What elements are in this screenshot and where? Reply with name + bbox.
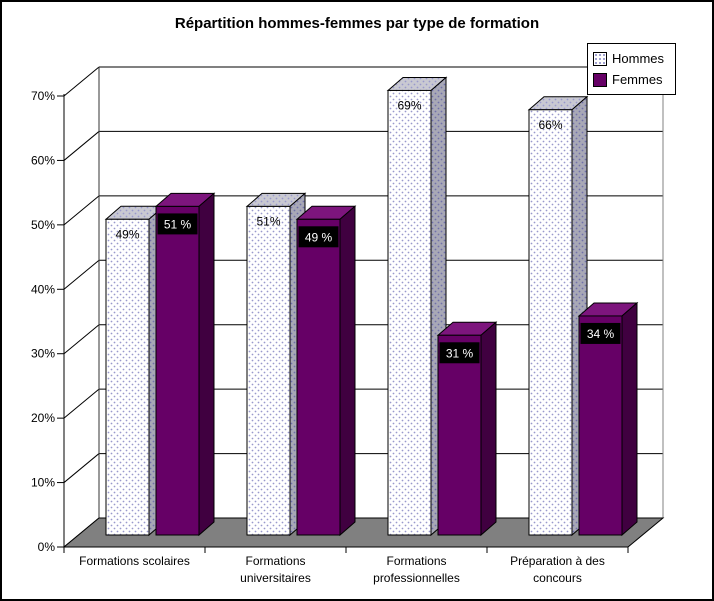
bar-femmes-0-side xyxy=(198,192,215,537)
data-label-box-femmes-1 xyxy=(298,226,339,248)
data-label-hommes-3: 66% xyxy=(538,118,562,132)
bar-femmes-3-side xyxy=(621,301,638,537)
gridline-connector xyxy=(63,66,100,97)
category-label-1: Formations universitaires xyxy=(240,554,311,585)
y-axis-label: 40% xyxy=(31,282,55,296)
legend: Hommes Femmes xyxy=(587,43,676,95)
y-axis-label: 50% xyxy=(31,218,55,232)
data-label-box-femmes-3 xyxy=(580,322,621,344)
data-label-femmes-0: 51 % xyxy=(164,217,192,231)
bar-hommes-0-front xyxy=(105,218,150,536)
bar-femmes-2-side xyxy=(480,321,497,537)
gridline-connector xyxy=(63,324,100,355)
y-axis-label: 30% xyxy=(31,347,55,361)
data-label-hommes-1: 51% xyxy=(256,214,280,228)
data-label-hommes-2: 69% xyxy=(397,98,421,112)
category-label-3: Préparation à des concours xyxy=(510,554,605,585)
bar-femmes-2-front xyxy=(437,334,482,536)
category-label-0: Formations scolaires xyxy=(79,554,190,568)
data-label-femmes-3: 34 % xyxy=(587,327,615,341)
legend-swatch-hommes-icon xyxy=(593,51,607,66)
y-axis-label: 70% xyxy=(31,89,55,103)
bar-femmes-3-front xyxy=(578,315,623,536)
gridline-connector xyxy=(63,259,100,290)
legend-label-hommes: Hommes xyxy=(612,50,665,66)
legend-swatch-femmes-icon xyxy=(593,72,607,87)
bar-femmes-1-side xyxy=(339,205,356,537)
legend-item-hommes: Hommes xyxy=(593,50,670,66)
bar-femmes-0-front xyxy=(155,205,200,536)
data-label-femmes-2: 31 % xyxy=(446,346,474,360)
gridline-connector xyxy=(63,453,100,483)
legend-label-femmes: Femmes xyxy=(612,71,663,87)
chart-title: Répartition hommes-femmes par type de fo… xyxy=(174,15,540,32)
data-label-femmes-1: 49 % xyxy=(305,230,333,244)
legend-item-femmes: Femmes xyxy=(593,71,670,87)
gridline-connector xyxy=(63,195,100,226)
y-axis-label: 60% xyxy=(31,153,55,167)
y-axis-label: 0% xyxy=(38,540,56,554)
data-label-hommes-0: 49% xyxy=(115,227,139,241)
y-axis-label: 20% xyxy=(31,411,55,425)
data-label-box-femmes-0 xyxy=(157,213,198,235)
bar-hommes-2-front xyxy=(387,89,432,536)
category-label-2: Formations professionnelles xyxy=(373,554,460,585)
bar-hommes-1-front xyxy=(246,205,291,536)
data-label-box-femmes-2 xyxy=(439,342,480,364)
gridline-connector xyxy=(63,131,100,161)
y-axis-label: 10% xyxy=(31,476,55,490)
bar-hommes-3-front xyxy=(528,109,573,536)
bar-femmes-1-front xyxy=(296,218,341,536)
gridline-connector xyxy=(63,388,100,419)
